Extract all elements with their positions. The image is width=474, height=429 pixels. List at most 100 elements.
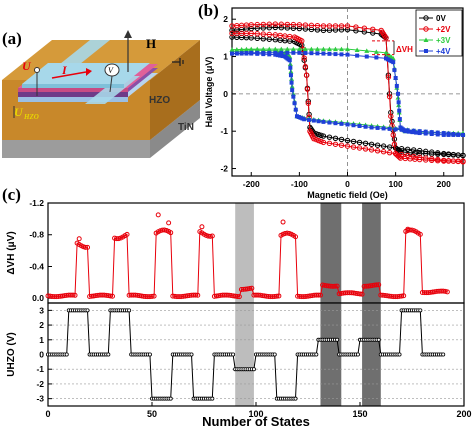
series-+4V [230, 50, 465, 137]
x-axis-label: Magnetic field (Oe) [307, 190, 388, 200]
data-point [326, 140, 333, 147]
data-point [394, 152, 400, 158]
data-point [147, 352, 152, 357]
hall-bar-arm2 [60, 40, 110, 64]
data-point [418, 308, 423, 313]
y-axis-label: UHZO (V) [6, 332, 17, 376]
data-point [291, 50, 296, 55]
data-point [302, 46, 308, 52]
data-point [368, 147, 375, 153]
voltmeter-wire [109, 75, 113, 93]
data-point [361, 29, 368, 35]
data-point [85, 244, 91, 250]
data-point [248, 30, 254, 37]
y-tick-label: -2 [36, 379, 44, 389]
data-point [289, 80, 294, 85]
data-point [251, 367, 256, 372]
dvh-states-chart: -1.2 -0.8 -0.4 0.0 ΔVH (μV) [6, 198, 465, 304]
data-point [266, 31, 272, 38]
data-point [64, 352, 69, 357]
data-point [387, 126, 392, 131]
device-schematic: H I V U U HZO HZO TiN [2, 30, 200, 158]
data-point [446, 132, 451, 137]
data-point [456, 132, 461, 137]
data-point [393, 76, 398, 80]
bias-label: U [14, 105, 24, 119]
data-point [290, 88, 295, 93]
data-point [441, 158, 447, 164]
data-point [375, 125, 380, 130]
data-point [396, 100, 401, 105]
data-point [248, 46, 254, 52]
data-point [359, 291, 365, 297]
data-point [297, 50, 302, 55]
data-point [320, 46, 326, 52]
data-point [363, 124, 368, 129]
data-point [370, 30, 376, 36]
data-point [260, 46, 266, 52]
data-point [229, 23, 235, 29]
data-point [393, 127, 398, 132]
data-point [392, 150, 399, 157]
data-point [333, 121, 338, 126]
data-point [290, 46, 296, 52]
data-point [311, 135, 317, 142]
data-point [296, 22, 303, 28]
hall-loop-chart: -200 -100 0 100 200 -2 -1 0 1 2 Magnetic field (Oe… [204, 7, 466, 200]
legend-label: +2V [436, 25, 451, 34]
data-point [279, 50, 284, 55]
data-point [315, 292, 321, 298]
data-point [435, 132, 440, 137]
data-point [345, 122, 350, 127]
data-point [335, 337, 340, 342]
data-point [193, 292, 199, 298]
data-point [441, 132, 446, 137]
data-point [362, 146, 369, 152]
data-point [309, 51, 314, 56]
data-point [356, 139, 363, 146]
base-front [2, 140, 150, 158]
data-point [278, 53, 283, 58]
y-tick-label: 0 [223, 89, 228, 99]
data-point [72, 292, 78, 298]
data-point [307, 117, 311, 122]
data-point [354, 47, 360, 52]
x-tick-label: 0 [345, 179, 350, 189]
data-point [344, 26, 351, 33]
data-point [85, 308, 90, 313]
data-point [441, 352, 446, 357]
data-point [361, 25, 368, 31]
data-point [290, 21, 297, 28]
data-point [350, 138, 357, 145]
shaded-band [320, 203, 342, 303]
data-point [70, 292, 76, 298]
data-point [384, 56, 388, 61]
data-point [260, 21, 266, 28]
data-point [383, 50, 389, 55]
data-point [353, 24, 359, 30]
y-tick-label: 1 [39, 335, 44, 345]
data-point [315, 137, 322, 144]
data-point [293, 234, 299, 240]
data-point [296, 46, 302, 52]
data-point [266, 21, 272, 27]
data-point [195, 292, 201, 298]
data-point [82, 244, 88, 250]
data-point [116, 236, 122, 242]
data-point [254, 46, 260, 52]
data-point [318, 132, 324, 139]
data-point [209, 233, 215, 239]
data-point [254, 21, 260, 28]
data-point [374, 142, 381, 148]
uhzo-states-chart: -3 -2 -1 0 1 2 3 0 50 100 150 200 Number of States UH… [6, 302, 472, 429]
data-point [394, 83, 399, 88]
data-point [284, 46, 290, 52]
data-point [106, 352, 111, 357]
data-point [280, 54, 285, 59]
shaded-band [362, 203, 381, 303]
hall-bar-arm [85, 76, 140, 104]
shaded-band [235, 203, 254, 303]
data-point [124, 231, 130, 237]
data-point [398, 125, 403, 130]
legend-label: +4V [436, 47, 451, 56]
